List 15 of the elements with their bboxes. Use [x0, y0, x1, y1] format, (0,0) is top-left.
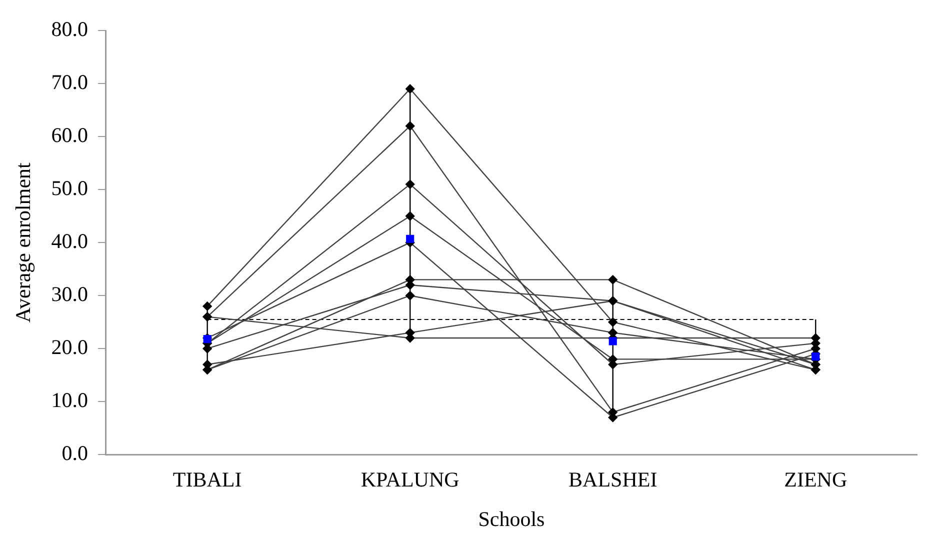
x-tick-label: BALSHEI: [568, 468, 658, 492]
y-tick-label: 0.0: [62, 441, 88, 466]
y-tick-label: 60.0: [51, 123, 88, 148]
y-tick-label: 30.0: [51, 282, 88, 306]
y-tick-label: 80.0: [51, 17, 88, 42]
y-tick-label: 20.0: [51, 335, 88, 360]
y-tick-label: 40.0: [51, 229, 88, 254]
y-axis-title: Average enrolment: [11, 162, 36, 323]
y-tick-label: 70.0: [51, 70, 88, 94]
x-tick-label: ZIENG: [784, 468, 848, 492]
y-tick-label: 50.0: [51, 176, 88, 200]
x-tick-label: KPALUNG: [360, 468, 460, 492]
y-tick-label: 10.0: [51, 388, 88, 412]
x-tick-label: TIBALI: [172, 468, 242, 492]
x-axis-title: Schools: [478, 506, 545, 531]
